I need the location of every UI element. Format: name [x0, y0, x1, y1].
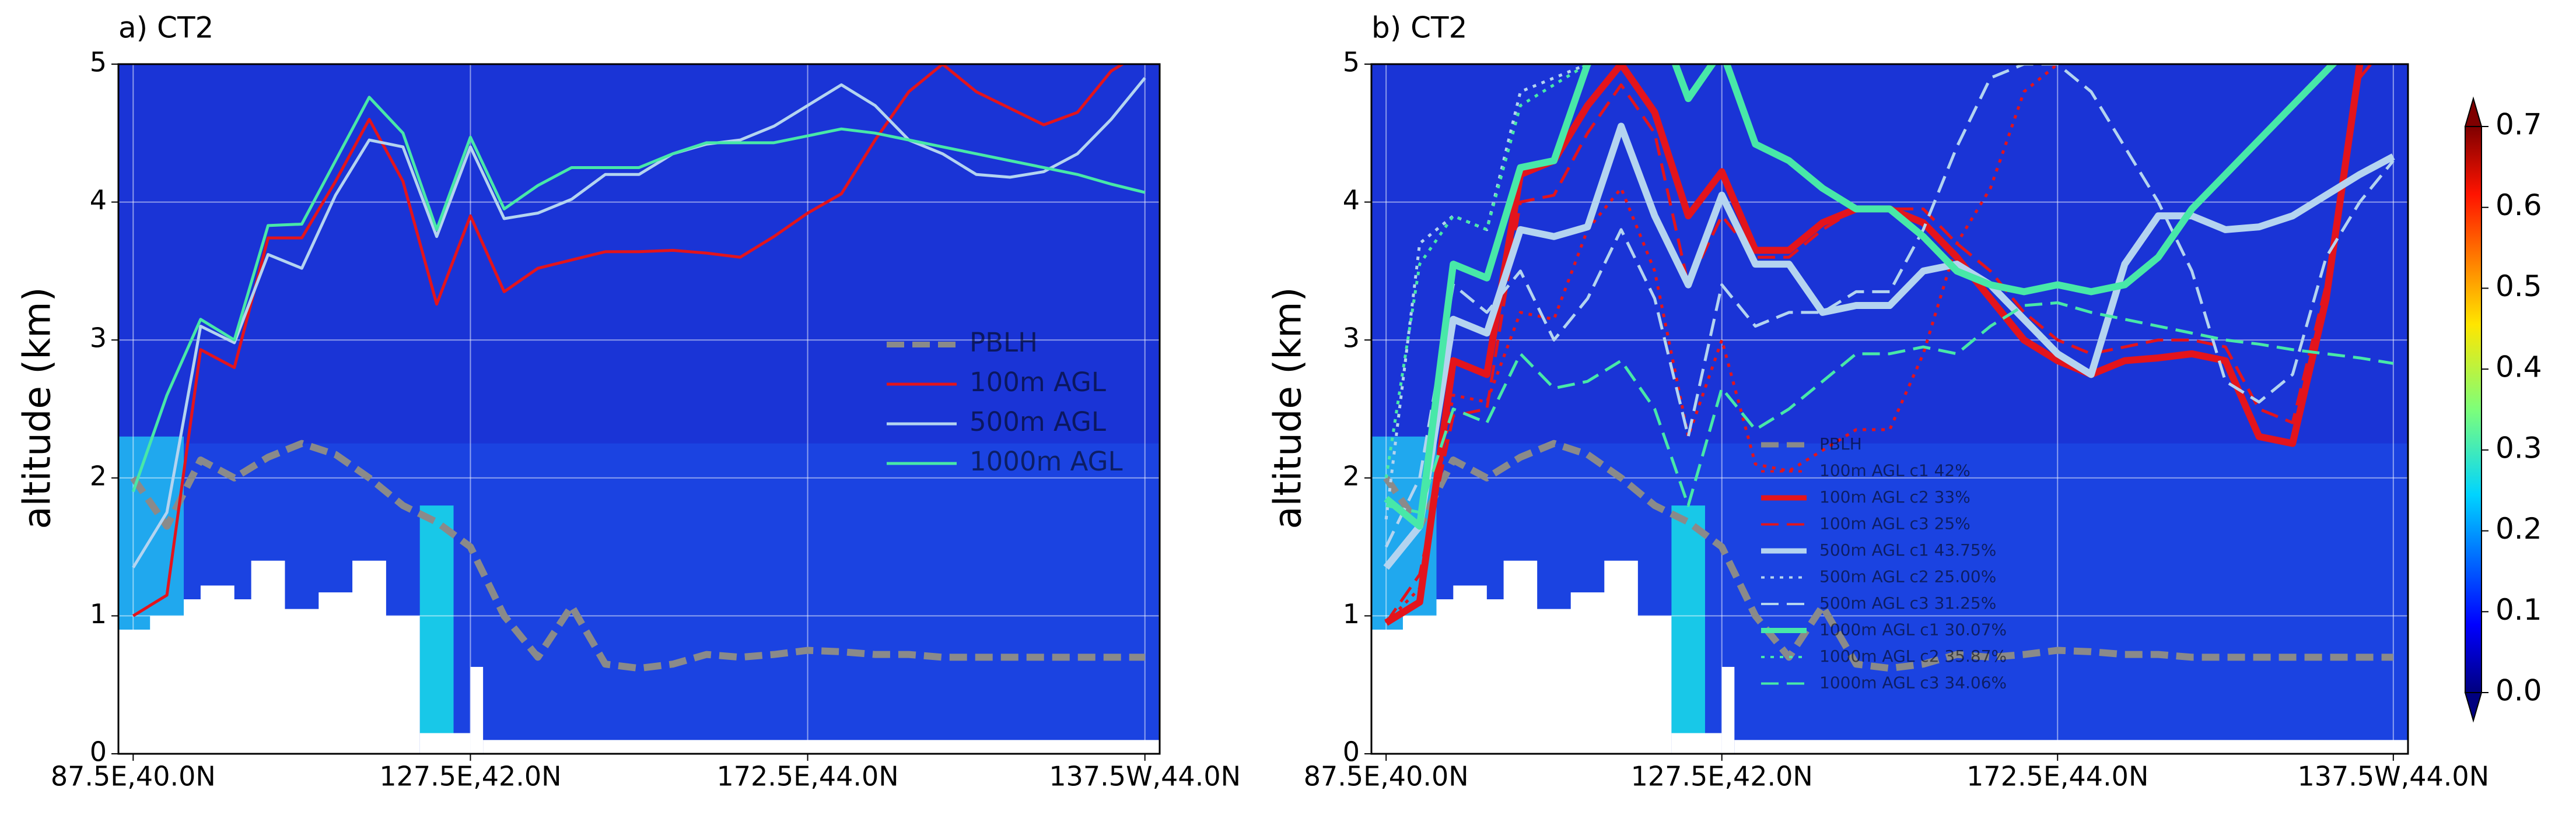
x-tick-label: 127.5E,42.0N — [379, 761, 561, 792]
series-group — [1383, 64, 2395, 672]
series-line — [1383, 122, 2395, 570]
field-empty — [419, 733, 471, 754]
panel-title: a) CT2 — [118, 11, 214, 45]
legend-label: 100m AGL c2 33% — [1819, 487, 1971, 507]
series-line — [1384, 64, 1588, 520]
series-line — [1384, 64, 2395, 548]
legend-label: PBLH — [1819, 434, 1862, 454]
y-tick-label: 0 — [90, 736, 107, 768]
colorbar-extend — [2464, 692, 2483, 723]
x-tick-label: 137.5W,44.0N — [1049, 761, 1241, 792]
field-empty — [1721, 666, 1735, 754]
y-tick-label: 2 — [90, 460, 107, 491]
series-group — [130, 64, 1146, 672]
colorbar-tick-label: 0.5 — [2496, 269, 2542, 303]
field-empty — [1371, 560, 1672, 754]
series-line — [1385, 64, 2059, 624]
x-tick-label: 172.5E,44.0N — [1966, 761, 2148, 792]
legend-label: 100m AGL c1 42% — [1819, 461, 1971, 480]
colorbar-extend — [2464, 96, 2483, 127]
x-tick-label: 87.5E,40.0N — [51, 761, 216, 792]
colorbar-tick-label: 0.2 — [2496, 512, 2542, 546]
series-line — [132, 64, 1125, 617]
axes-frame — [117, 63, 1161, 755]
legend-label: 100m AGL — [970, 367, 1106, 398]
legend-label: 1000m AGL c2 35.87% — [1819, 647, 2007, 666]
axes-frame — [1370, 63, 2409, 755]
y-tick-label: 1 — [1343, 598, 1360, 630]
y-axis-label: altitude (km) — [1267, 287, 1310, 529]
legend-label: 1000m AGL c1 30.07% — [1819, 620, 2007, 640]
series-line — [1384, 64, 2338, 530]
series-line — [131, 96, 1146, 493]
colorbar-tick-label: 0.4 — [2496, 350, 2542, 384]
y-tick-label: 4 — [1343, 184, 1360, 216]
y-tick-label: 2 — [1343, 460, 1360, 491]
legend-label: 1000m AGL — [970, 446, 1123, 477]
legend-label: 500m AGL c1 43.75% — [1819, 540, 1996, 560]
colorbar-tick-label: 0.0 — [2496, 674, 2542, 708]
field-empty — [118, 560, 420, 754]
series-line — [130, 440, 1145, 672]
y-axis-label: altitude (km) — [16, 287, 60, 529]
colorbar-tick-label: 0.7 — [2496, 108, 2542, 142]
panel-title: b) CT2 — [1371, 11, 1467, 45]
legend-label: 1000m AGL c3 34.06% — [1819, 673, 2007, 693]
field-empty — [483, 740, 1160, 754]
y-tick-label: 5 — [1343, 47, 1360, 78]
y-tick-label: 3 — [1343, 322, 1360, 354]
x-tick-label: 137.5W,44.0N — [2297, 761, 2489, 792]
legend-label: 500m AGL c2 25.00% — [1819, 567, 1996, 586]
colorbar-tick-label: 0.3 — [2496, 431, 2542, 465]
series-line — [1384, 64, 1588, 479]
legend-label: 100m AGL c3 25% — [1819, 514, 1971, 533]
field-cell — [1671, 505, 1705, 733]
x-tick-label: 127.5E,42.0N — [1631, 761, 1813, 792]
series-line — [1385, 64, 2373, 624]
x-tick-label: 87.5E,40.0N — [1304, 761, 1469, 792]
field-empty — [1734, 740, 2408, 754]
colorbar-tick-label: 0.1 — [2496, 593, 2542, 627]
y-tick-label: 3 — [90, 322, 107, 354]
legend-label: 500m AGL c3 31.25% — [1819, 593, 1996, 613]
colorbar — [2465, 126, 2482, 693]
field-empty — [1671, 733, 1722, 754]
legend-label: 500m AGL — [970, 406, 1106, 437]
legend-label: PBLH — [970, 327, 1038, 358]
y-tick-label: 1 — [90, 598, 107, 630]
series-line — [1383, 440, 2393, 672]
x-tick-label: 172.5E,44.0N — [716, 761, 898, 792]
series-line — [1385, 301, 2394, 514]
y-tick-label: 4 — [90, 184, 107, 216]
field-cell — [419, 505, 454, 733]
y-tick-label: 5 — [90, 47, 107, 78]
field-cell — [118, 436, 184, 630]
y-tick-label: 0 — [1343, 736, 1360, 768]
colorbar-tick-label: 0.6 — [2496, 188, 2542, 222]
field-empty — [470, 666, 484, 754]
series-line — [132, 77, 1146, 568]
